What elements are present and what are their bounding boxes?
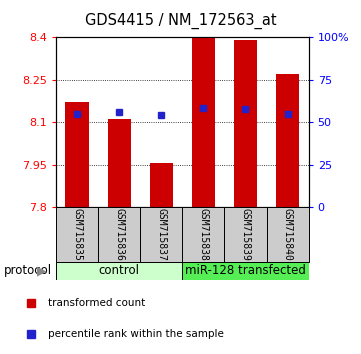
Text: miR-128 transfected: miR-128 transfected [185,264,306,277]
Text: GSM715839: GSM715839 [240,208,251,261]
Bar [98,207,140,262]
Text: transformed count: transformed count [48,298,145,308]
Bar [182,207,225,262]
Text: GDS4415 / NM_172563_at: GDS4415 / NM_172563_at [85,12,276,29]
Bar [276,74,299,207]
Bar [225,207,266,262]
Text: GSM715835: GSM715835 [72,208,82,261]
Text: protocol: protocol [4,264,52,277]
Text: GSM715837: GSM715837 [156,208,166,261]
Bar [140,207,182,262]
Bar [108,119,131,207]
Text: GSM715836: GSM715836 [114,208,124,261]
Text: percentile rank within the sample: percentile rank within the sample [48,329,224,339]
Text: control: control [99,264,140,277]
Bar [56,262,182,280]
Bar [192,37,215,207]
Text: GSM715840: GSM715840 [283,208,293,261]
Bar [150,163,173,207]
Text: GSM715838: GSM715838 [198,208,208,261]
Bar [266,207,309,262]
Bar [234,40,257,207]
Text: ▶: ▶ [37,264,46,277]
Bar [56,207,98,262]
Bar [65,102,88,207]
Bar [182,262,309,280]
